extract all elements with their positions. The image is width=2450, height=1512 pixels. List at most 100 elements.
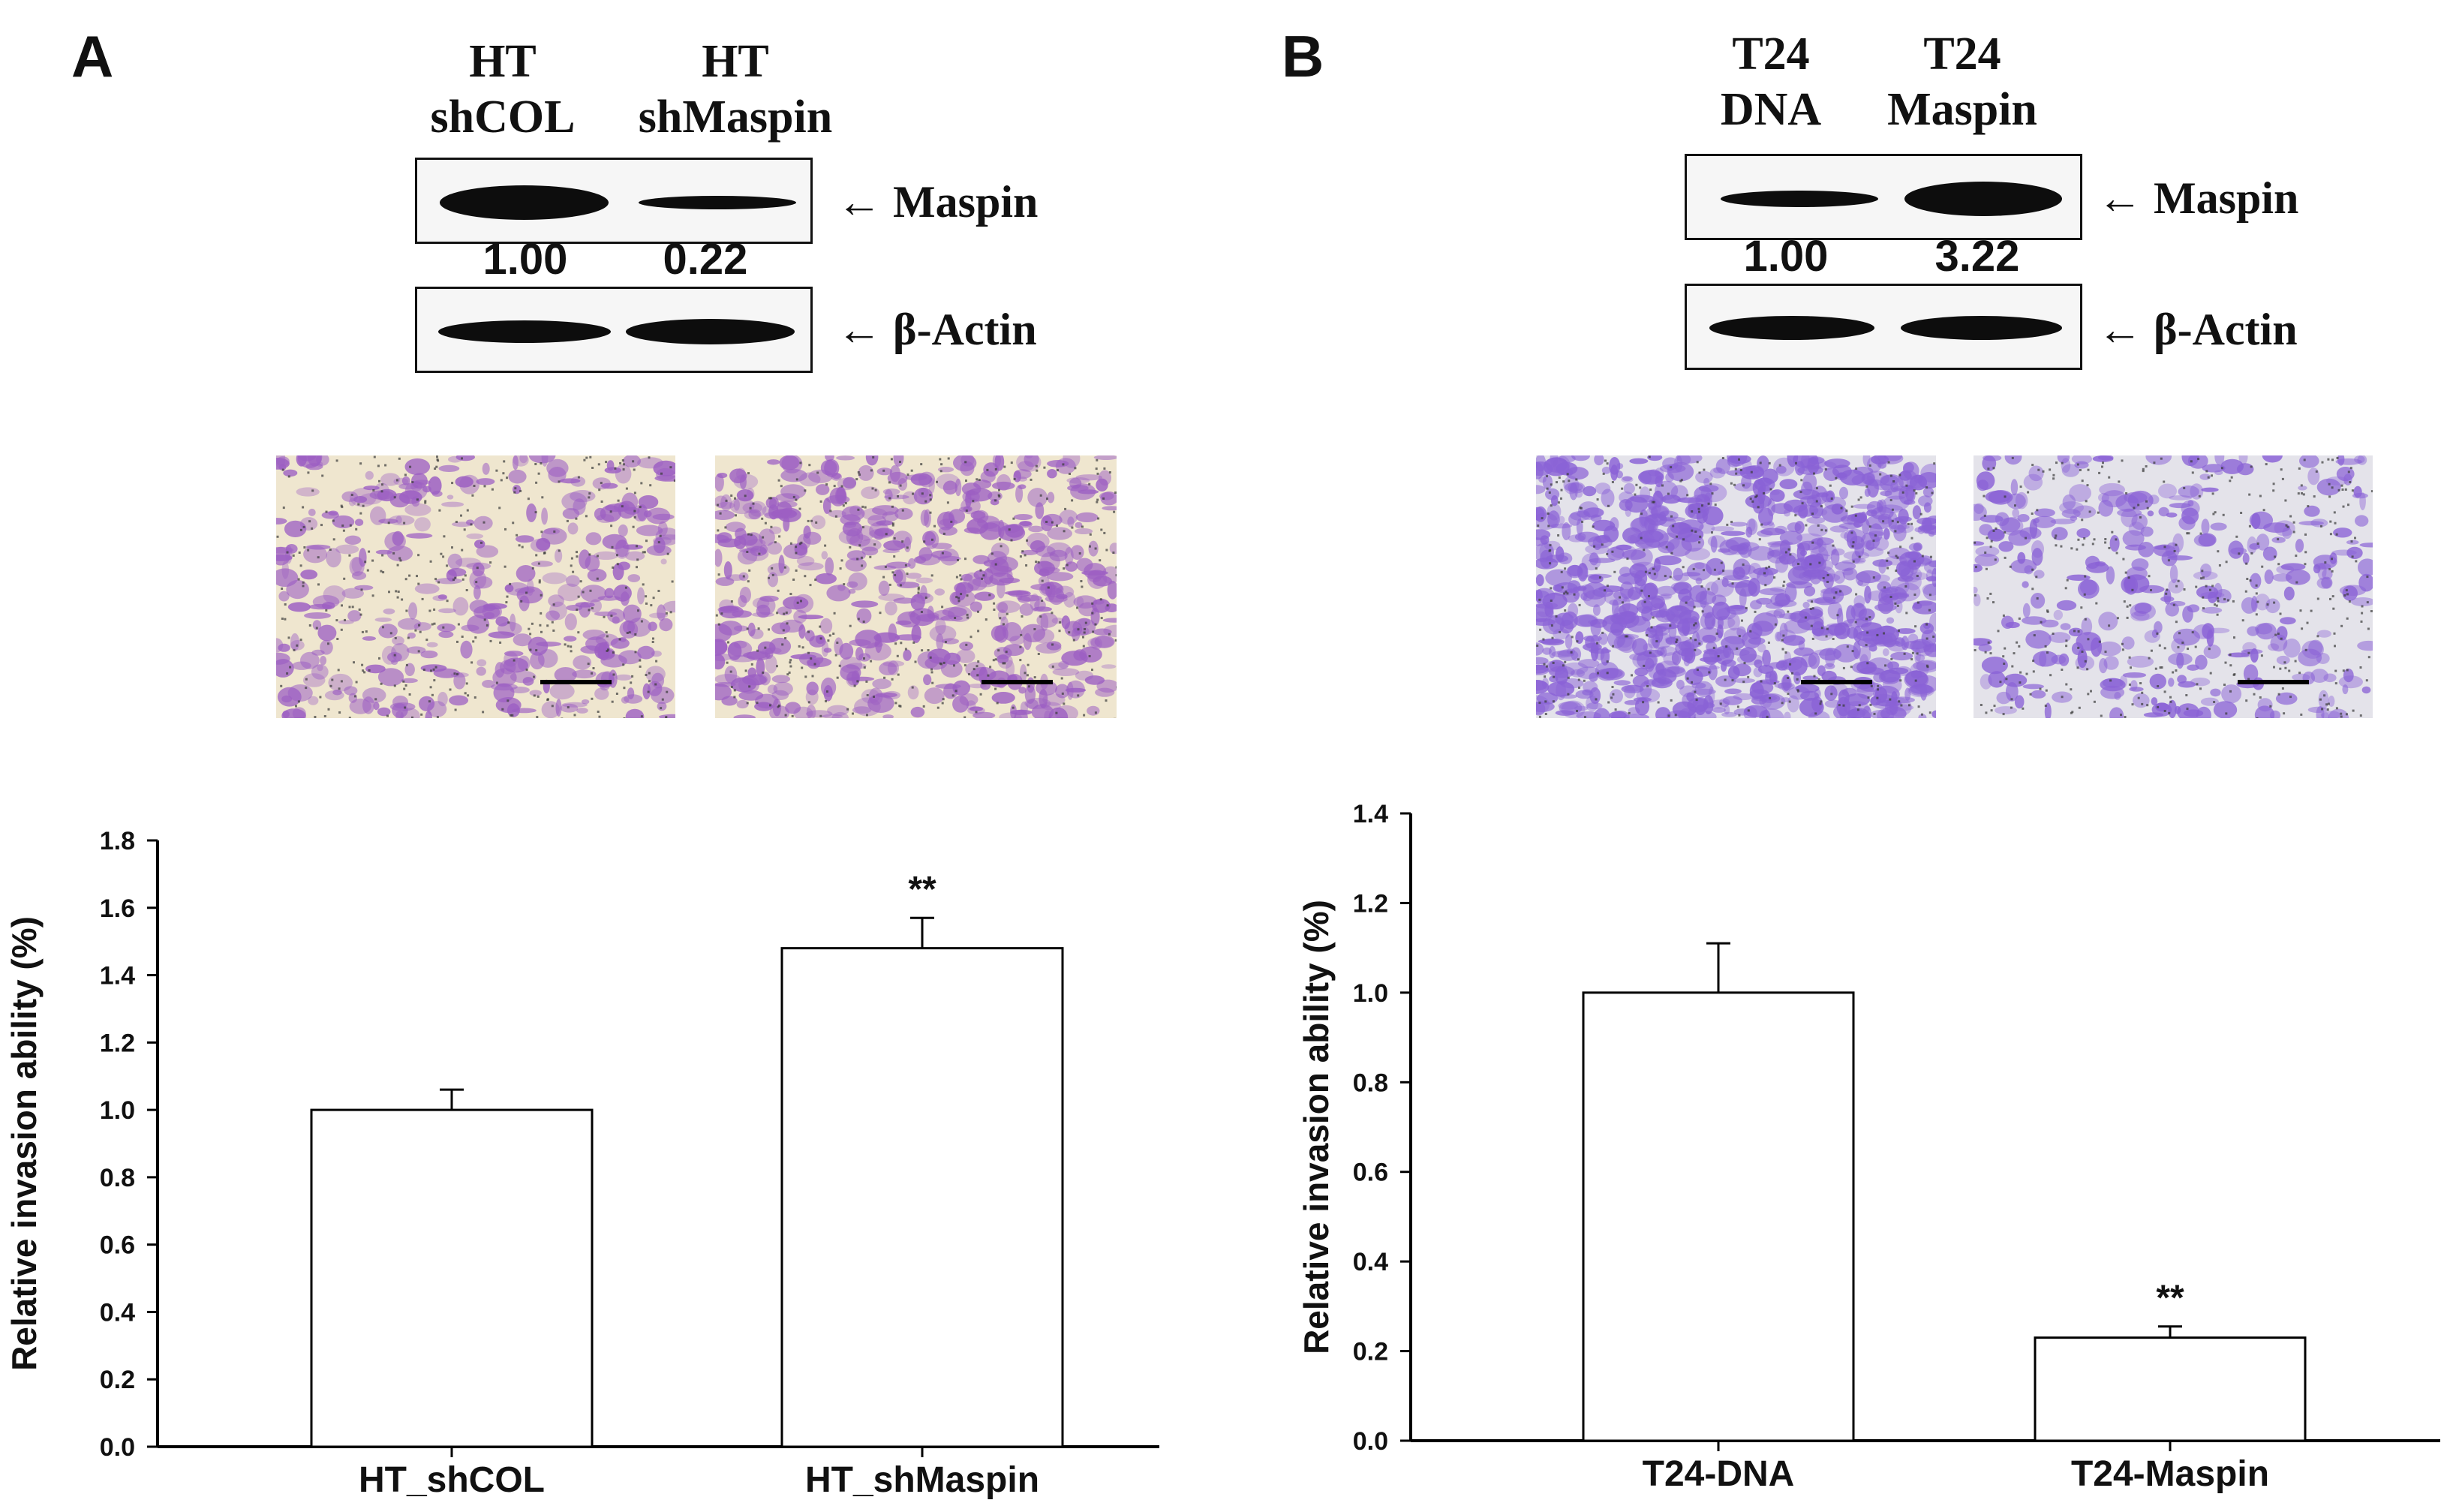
stained-cell <box>2024 565 2034 575</box>
stained-cell <box>1779 612 1806 620</box>
membrane-pore <box>801 646 804 649</box>
stained-cell <box>660 558 667 565</box>
stained-cell <box>335 544 359 555</box>
membrane-pore <box>2090 690 2092 693</box>
membrane-pore <box>2328 482 2331 485</box>
membrane-pore <box>2361 612 2364 615</box>
stained-cell <box>558 583 582 602</box>
membrane-pore <box>2298 672 2301 675</box>
membrane-pore <box>1814 712 1817 715</box>
membrane-pore <box>302 525 305 528</box>
stained-cell <box>1718 548 1731 553</box>
membrane-pore <box>2159 666 2162 669</box>
membrane-pore <box>2019 671 2022 674</box>
stained-cell <box>1808 456 1825 464</box>
membrane-pore <box>1025 564 1028 567</box>
stained-cell <box>1040 515 1054 531</box>
membrane-pore <box>553 530 556 533</box>
membrane-pore <box>1670 466 1673 469</box>
stained-cell <box>956 649 975 663</box>
stained-cell <box>715 639 728 657</box>
membrane-pore <box>2124 571 2127 574</box>
membrane-pore <box>1928 609 1931 612</box>
membrane-pore <box>317 556 320 559</box>
membrane-pore <box>1914 679 1917 682</box>
stained-cell <box>836 455 855 461</box>
membrane-pore <box>2128 683 2131 686</box>
membrane-pore <box>1112 552 1115 554</box>
stained-cell <box>398 490 422 504</box>
membrane-pore <box>2031 464 2034 467</box>
membrane-pore <box>645 595 648 598</box>
membrane-pore <box>2052 473 2055 476</box>
membrane-pore <box>2201 570 2204 573</box>
membrane-pore <box>1640 513 1643 516</box>
membrane-pore <box>1913 489 1916 492</box>
membrane-pore <box>2183 487 2186 489</box>
stained-cell <box>783 516 790 532</box>
stained-cell <box>601 482 618 489</box>
blot-actin-a <box>415 287 813 373</box>
lane-label-line2: shCOL <box>430 92 576 143</box>
membrane-pore <box>2011 456 2014 459</box>
stained-cell <box>806 657 832 667</box>
membrane-pore <box>931 681 934 684</box>
membrane-pore <box>2139 682 2142 684</box>
stained-cell <box>1087 705 1100 716</box>
membrane-pore <box>2087 468 2090 471</box>
membrane-pore <box>1115 566 1117 569</box>
membrane-pore <box>2065 645 2068 648</box>
membrane-pore <box>320 524 323 527</box>
membrane-pore <box>1910 658 1913 661</box>
stained-cell <box>2051 527 2068 541</box>
stained-cell <box>2264 569 2274 585</box>
stained-cell <box>354 585 374 591</box>
membrane-pore <box>930 671 933 674</box>
stained-cell <box>1024 455 1039 467</box>
membrane-pore <box>1703 569 1705 572</box>
membrane-pore <box>1560 488 1563 491</box>
membrane-pore <box>1691 510 1694 513</box>
stained-cell <box>447 553 463 570</box>
stained-cell <box>757 641 776 655</box>
membrane-pore <box>2088 510 2091 513</box>
stained-cell <box>508 469 527 484</box>
stained-cell <box>948 509 966 524</box>
membrane-pore <box>2004 495 2007 498</box>
membrane-pore <box>819 714 822 717</box>
membrane-pore <box>401 598 404 601</box>
stained-cell <box>649 612 668 619</box>
stained-cell <box>756 604 771 618</box>
stained-cell <box>1003 644 1025 657</box>
membrane-pore <box>2304 533 2307 536</box>
membrane-pore <box>982 574 985 577</box>
membrane-pore <box>434 578 437 581</box>
stained-cell <box>419 696 435 711</box>
stained-cell <box>972 510 989 523</box>
membrane-pore <box>791 714 794 717</box>
membrane-pore <box>901 540 904 543</box>
membrane-pore <box>399 559 402 562</box>
membrane-pore <box>1842 704 1845 707</box>
membrane-pore <box>733 696 736 699</box>
stained-cell <box>2298 485 2307 491</box>
stained-cell <box>365 664 386 674</box>
membrane-pore <box>512 522 515 525</box>
membrane-pore <box>2347 470 2350 473</box>
membrane-pore <box>1877 688 1879 691</box>
stained-cell <box>657 702 667 711</box>
stained-cell <box>1889 594 1899 601</box>
membrane-pore <box>2108 546 2111 549</box>
stained-cell <box>1788 686 1810 700</box>
membrane-pore <box>1840 507 1843 510</box>
stained-cell <box>1665 472 1674 482</box>
stained-cell <box>2236 463 2254 476</box>
membrane-pore <box>954 617 957 619</box>
membrane-pore <box>616 554 618 557</box>
membrane-pore <box>2335 707 2338 710</box>
membrane-pore <box>977 660 980 663</box>
membrane-pore <box>2142 467 2145 470</box>
membrane-pore <box>1689 637 1692 640</box>
membrane-pore <box>2250 552 2253 555</box>
membrane-pore <box>661 698 664 701</box>
